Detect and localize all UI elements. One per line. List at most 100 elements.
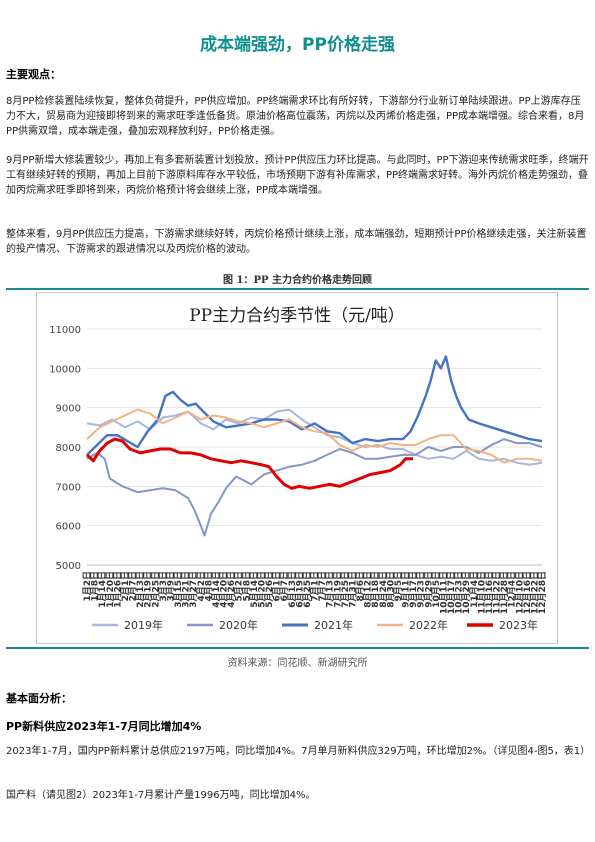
x-tick-label: 10月17日	[446, 571, 457, 614]
x-tick-label: 6月25日	[302, 571, 313, 608]
x-tick-label: 2月19日	[143, 571, 154, 608]
x-tick-label: 2月7日	[128, 571, 139, 602]
x-tick-label: 9月11日	[401, 571, 412, 608]
x-tick-label: 2月25日	[150, 571, 161, 608]
legend-label: 2019年	[124, 618, 163, 632]
x-tick-label: 12月4日	[507, 571, 518, 608]
x-tick-label: 10月5日	[431, 571, 442, 608]
series-line-2022年	[86, 408, 543, 464]
seasonal-line-chart: PP主力合约季节性（元/吨） 5000 6000 7000 8000 9000 10000…	[49, 306, 548, 632]
x-tick-label: 12月28日	[537, 571, 548, 614]
x-tick-label: 11月4日	[469, 571, 480, 608]
x-tick-label: 7月19日	[332, 571, 343, 608]
paragraph-september: 9月PP新增大修装置较少，再加上有多套新装置计划投放，预计PP供应压力环比提高。…	[6, 155, 589, 197]
legend-label: 2020年	[219, 618, 258, 632]
x-tick-label: 6月7日	[279, 571, 290, 602]
x-axis: 1月2日1月8日1月14日1月20日1月26日2月1日2月7日2月13日2月19…	[82, 571, 548, 614]
x-tick-label: 4月26日	[226, 571, 237, 608]
chart-frame: PP主力合约季节性（元/吨） 5000 6000 7000 8000 9000 10000…	[36, 292, 558, 644]
x-tick-label: 1月2日	[82, 571, 93, 602]
x-tick-label: 7月25日	[340, 571, 351, 608]
y-tick-label: 9000	[56, 404, 81, 415]
legend-label: 2022年	[409, 618, 448, 632]
legend-item: 2023年	[467, 618, 538, 632]
x-tick-label: 8月6日	[355, 571, 366, 602]
x-tick-label: 3月3日	[158, 571, 169, 602]
x-tick-label: 8月12日	[363, 571, 374, 608]
x-tick-label: 5月2日	[234, 571, 245, 602]
x-tick-label: 10月11日	[438, 571, 449, 614]
chart-gridlines	[87, 328, 542, 566]
x-tick-label: 6月13日	[287, 571, 298, 608]
legend-item: 2020年	[187, 618, 258, 632]
x-tick-label: 8月24日	[378, 571, 389, 608]
y-axis: 5000 6000 7000 8000 9000 10000 11000	[49, 325, 81, 572]
x-tick-label: 9月23日	[416, 571, 427, 608]
chart-series	[85, 355, 543, 537]
x-tick-label: 1月14日	[97, 571, 108, 608]
x-tick-label: 3月21日	[181, 571, 192, 608]
x-tick-label: 10月23日	[454, 571, 465, 614]
x-tick-label: 7月1日	[310, 571, 321, 602]
chart-legend: 2019年 2020年 2021年 2022年 2023年	[92, 618, 538, 632]
figure-bottom-rule	[6, 647, 589, 649]
x-tick-label: 4月8日	[203, 571, 214, 602]
x-tick-label: 5月26日	[264, 571, 275, 608]
subsection-heading-supply: PP新料供应2023年1-7月同比增加4%	[6, 720, 202, 733]
series-line-2021年	[86, 355, 543, 456]
x-tick-label: 8月18日	[370, 571, 381, 608]
x-tick-label: 6月1日	[272, 571, 283, 602]
legend-label: 2021年	[314, 618, 353, 632]
x-tick-label: 7月13日	[325, 571, 336, 608]
x-tick-label: 11月28日	[499, 571, 510, 614]
x-tick-label: 6月19日	[294, 571, 305, 608]
x-tick-label: 2月1日	[120, 571, 131, 602]
paragraph-august: 8月PP检修装置陆续恢复，整体负荷提升，PP供应增加。PP终端需求环比有所好转，…	[6, 96, 585, 138]
series-line-2020年	[86, 438, 543, 537]
section-heading-main-view: 主要观点：	[6, 68, 61, 81]
y-tick-label: 10000	[49, 364, 81, 375]
figure-top-rule	[6, 288, 589, 290]
x-tick-label: 7月7日	[317, 571, 328, 602]
x-tick-label: 11月10日	[476, 571, 487, 614]
paragraph-domestic: 国产料（请见图2）2023年1-7月累计产量1996万吨，同比增加4%。	[6, 790, 316, 801]
x-tick-label: 3月9日	[165, 571, 176, 602]
x-tick-label: 9月5日	[393, 571, 404, 602]
legend-item: 2022年	[377, 618, 448, 632]
x-tick-label: 5月20日	[256, 571, 267, 608]
y-tick-label: 5000	[56, 561, 81, 572]
paragraph-summary: 整体来看，9月PP供应压力提高，下游需求继续好转，丙烷价格预计继续上涨，成本端强…	[6, 229, 587, 256]
figure-caption: 图 1：PP 主力合约价格走势回顾	[223, 275, 372, 286]
x-tick-label: 4月2日	[196, 571, 207, 602]
x-tick-label: 11月22日	[492, 571, 503, 614]
x-tick-label: 11月16日	[484, 571, 495, 614]
x-tick-label: 3月15日	[173, 571, 184, 608]
y-tick-label: 6000	[56, 522, 81, 533]
legend-item: 2019年	[92, 618, 163, 632]
x-tick-label: 4月14日	[211, 571, 222, 608]
legend-label: 2023年	[499, 618, 538, 632]
x-tick-label: 8月30日	[385, 571, 396, 608]
x-tick-label: 2月13日	[135, 571, 146, 608]
x-tick-label: 1月26日	[112, 571, 123, 608]
y-tick-label: 11000	[49, 325, 81, 336]
x-tick-label: 1月20日	[105, 571, 116, 608]
x-tick-label: 12月10日	[514, 571, 525, 614]
x-tick-label: 12月22日	[529, 571, 540, 614]
figure-source: 资料来源：同花顺、新湖研究所	[227, 658, 368, 669]
x-tick-label: 12月16日	[522, 571, 533, 614]
series-line-2023年	[85, 437, 414, 490]
x-tick-label: 10月29日	[461, 571, 472, 614]
x-tick-label: 1月8日	[90, 571, 101, 602]
legend-item: 2021年	[282, 618, 353, 632]
y-tick-label: 8000	[56, 443, 81, 454]
x-tick-label: 3月27日	[188, 571, 199, 608]
x-tick-label: 4月20日	[219, 571, 230, 608]
paragraph-supply: 2023年1-7月，国内PP新料累计总供应2197万吨，同比增加4%。7月单月新…	[6, 746, 591, 757]
x-tick-label: 9月29日	[423, 571, 434, 608]
y-tick-label: 7000	[56, 482, 81, 493]
x-tick-label: 5月8日	[241, 571, 252, 602]
page-title: 成本端强劲，PP价格走强	[200, 35, 395, 55]
x-tick-label: 5月14日	[249, 571, 260, 608]
